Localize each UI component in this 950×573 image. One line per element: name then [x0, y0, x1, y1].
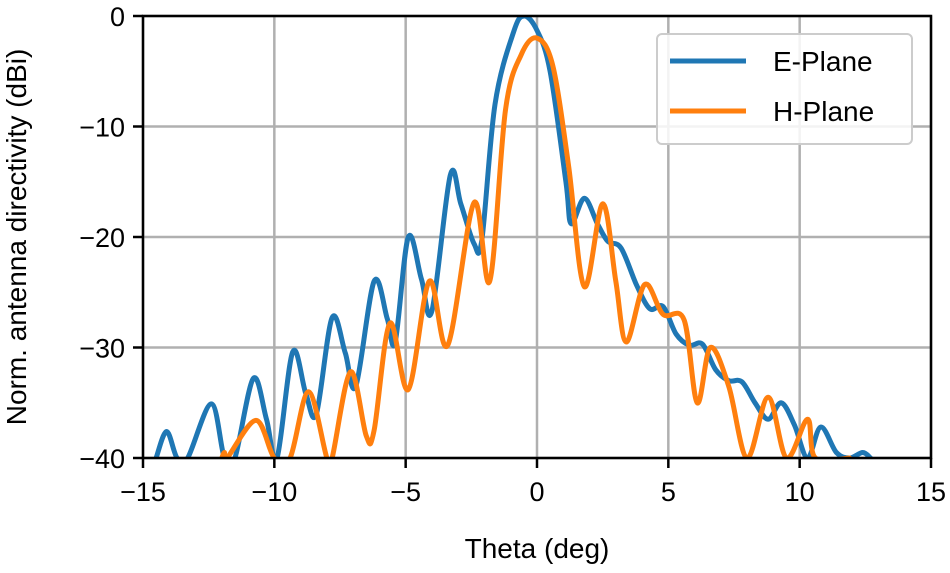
x-axis-ticks: −15 −10 −5 0 5 10 15	[120, 458, 946, 507]
y-axis-ticks: 0 −10 −20 −30 −40	[79, 2, 143, 474]
legend-h-plane-label: H-Plane	[773, 96, 874, 127]
legend-e-plane-label: E-Plane	[773, 46, 873, 77]
y-tick-label: −40	[79, 444, 125, 474]
x-tick-label: 5	[661, 477, 676, 507]
x-tick-label: 0	[529, 477, 544, 507]
x-tick-label: −10	[251, 477, 297, 507]
x-tick-label: 10	[785, 477, 815, 507]
y-tick-label: 0	[110, 2, 125, 32]
y-tick-label: −30	[79, 334, 125, 364]
x-tick-label: 15	[916, 477, 946, 507]
y-tick-label: −10	[79, 113, 125, 143]
x-tick-label: −5	[390, 477, 421, 507]
y-tick-label: −20	[79, 223, 125, 253]
x-tick-label: −15	[120, 477, 166, 507]
y-axis-label: Norm. antenna directivity (dBi)	[1, 49, 32, 426]
e-plane-curve	[153, 16, 874, 458]
legend: E-Plane H-Plane	[656, 33, 913, 145]
x-axis-label: Theta (deg)	[465, 533, 610, 564]
